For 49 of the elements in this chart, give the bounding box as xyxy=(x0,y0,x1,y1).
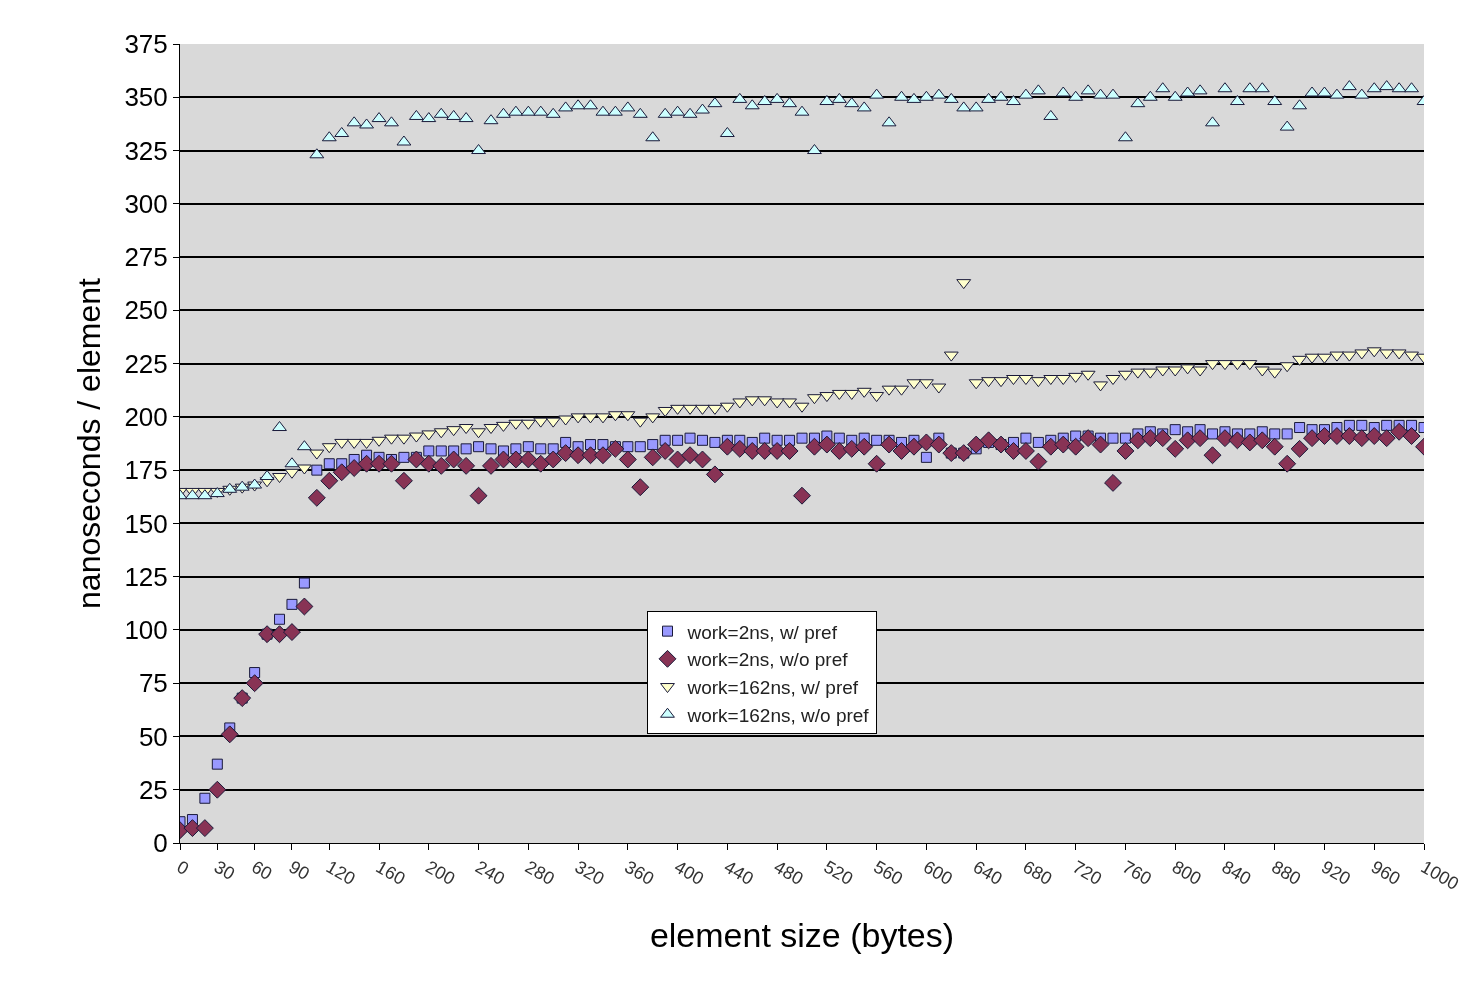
x-tick-label: 280 xyxy=(521,856,558,889)
x-tick-label: 720 xyxy=(1069,856,1106,889)
x-tick-label: 440 xyxy=(720,856,757,889)
y-tick-label: 100 xyxy=(124,615,168,646)
x-tick-label: 60 xyxy=(248,856,276,884)
x-tick-label: 1000 xyxy=(1417,856,1463,894)
x-axis-title: element size (bytes) xyxy=(649,916,955,955)
y-axis-title: nanoseconds / element xyxy=(70,277,107,609)
x-tick-label: 880 xyxy=(1268,856,1305,889)
y-tick-label: 300 xyxy=(124,188,168,219)
x-tick-label: 560 xyxy=(870,856,907,889)
x-tick-label: 320 xyxy=(571,856,608,889)
x-tick-label: 400 xyxy=(671,856,708,889)
x-tick-label: 920 xyxy=(1317,856,1354,889)
x-tick-label: 30 xyxy=(210,856,239,884)
x-tick-label: 840 xyxy=(1218,856,1255,889)
y-tick-label: 175 xyxy=(124,455,168,486)
y-tick-label: 0 xyxy=(153,828,168,859)
y-tick-label: 25 xyxy=(138,774,168,805)
x-tick-label: 680 xyxy=(1019,856,1056,889)
y-tick-label: 50 xyxy=(138,721,168,752)
x-tick-label: 160 xyxy=(372,856,409,889)
x-tick-label: 600 xyxy=(919,856,956,889)
y-tick-label: 125 xyxy=(124,561,168,592)
x-tick-label: 240 xyxy=(472,856,509,889)
x-tick-label: 90 xyxy=(285,856,313,884)
x-tick-label: 200 xyxy=(422,856,459,889)
y-tick-label: 150 xyxy=(124,508,168,539)
x-tick-label: 360 xyxy=(621,856,658,889)
x-tick-label: 760 xyxy=(1118,856,1155,889)
y-tick-label: 325 xyxy=(124,135,168,166)
x-tick-label: 640 xyxy=(969,856,1006,889)
x-tick-label: 520 xyxy=(820,856,857,889)
y-tick-label: 250 xyxy=(124,295,168,326)
x-tick-label: 120 xyxy=(322,856,359,889)
legend-label: work=2ns, w/ pref xyxy=(686,621,838,643)
y-tick-label: 200 xyxy=(124,401,168,432)
y-tick-label: 225 xyxy=(124,348,168,379)
legend-label: work=162ns, w/ pref xyxy=(686,676,859,698)
y-tick-label: 350 xyxy=(124,82,168,113)
y-tick-label: 275 xyxy=(124,242,168,273)
x-tick-label: 480 xyxy=(770,856,807,889)
x-tick-label: 960 xyxy=(1367,856,1404,889)
y-tick-label: 375 xyxy=(124,29,168,60)
x-tick-label: 800 xyxy=(1168,856,1205,889)
legend-label: work=162ns, w/o pref xyxy=(686,704,870,726)
x-tick-label: 0 xyxy=(173,856,193,879)
y-tick-label: 75 xyxy=(138,668,168,699)
legend-label: work=2ns, w/o pref xyxy=(686,649,849,671)
